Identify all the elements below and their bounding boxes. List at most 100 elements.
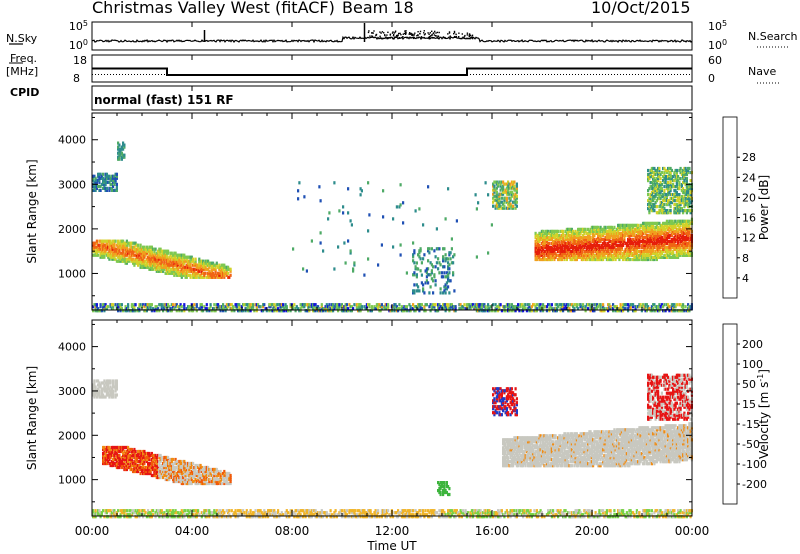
echo-pixel (145, 305, 148, 309)
echo-pixel (645, 235, 648, 239)
echo-pixel (569, 303, 572, 307)
echo-pixel (589, 307, 592, 311)
echo-pixel (208, 265, 211, 269)
echo-pixel (134, 257, 137, 261)
echo-pixel (135, 261, 138, 265)
echo-pixel (685, 181, 688, 185)
echo-pixel (645, 255, 648, 259)
echo-pixel (218, 263, 221, 267)
echo-pixel (187, 265, 190, 269)
echo-pixel (175, 271, 178, 275)
echo-pixel (502, 186, 505, 190)
echo-pixel (688, 307, 691, 311)
echo-pixel (628, 251, 631, 255)
nave-label: Nave (748, 65, 777, 78)
echo-pixel (647, 221, 650, 225)
echo-pixel (685, 309, 688, 313)
echo-pixel (659, 241, 662, 245)
echo-pixel (145, 265, 148, 269)
echo-pixel (554, 255, 557, 259)
echo-pixel (568, 237, 571, 241)
echo-pixel (672, 255, 675, 259)
echo-pixel (660, 201, 663, 205)
echo-pixel (572, 247, 575, 251)
echo-pixel (585, 303, 588, 307)
echo-pixel (619, 245, 622, 249)
echo-pixel (187, 273, 190, 277)
echo-pixel (679, 221, 682, 225)
echo-pixel (654, 187, 657, 191)
echo-pixel (229, 269, 232, 273)
echo-pixel (169, 253, 172, 257)
echo-pixel (685, 235, 688, 239)
echo-pixel (545, 257, 548, 262)
echo-pixel (188, 511, 191, 515)
echo-pixel (637, 255, 640, 259)
echo-pixel (159, 249, 162, 253)
echo-pixel (634, 241, 637, 245)
echo-pixel (633, 245, 636, 249)
echo-pixel (674, 185, 677, 189)
echo-pixel (118, 515, 121, 519)
echo-pixel (677, 253, 680, 257)
echo-pixel (188, 269, 191, 273)
echo-pixel (210, 273, 213, 277)
echo-pixel (150, 303, 153, 307)
echo-pixel (223, 263, 226, 267)
echo-pixel (660, 237, 663, 241)
echo-pixel (570, 237, 573, 241)
echo-pixel (673, 172, 676, 177)
echo-pixel (113, 511, 116, 515)
echo-pixel (679, 209, 682, 213)
echo-pixel (659, 305, 662, 309)
echo-pixel (337, 309, 340, 313)
echo-pixel (579, 227, 582, 231)
echo-pixel (299, 309, 302, 313)
echo-pixel (672, 237, 675, 241)
echo-pixel (617, 249, 620, 253)
echo-pixel (587, 307, 590, 311)
echo-pixel (157, 509, 160, 513)
echo-pixel (645, 309, 648, 313)
echo-pixel (442, 255, 445, 259)
echo-pixel (689, 307, 692, 311)
echo-pixel (639, 239, 642, 243)
echo-pixel (653, 205, 656, 209)
echo-pixel (659, 197, 662, 201)
echo-pixel (667, 249, 670, 253)
echo-pixel (509, 182, 512, 186)
echo-pixel (394, 305, 397, 309)
noise-search-dot (391, 37, 394, 39)
echo-pixel (574, 255, 577, 259)
echo-pixel (608, 253, 611, 257)
echo-pixel (128, 515, 131, 519)
echo-pixel (603, 229, 606, 233)
echo-pixel (673, 221, 676, 225)
echo-pixel (140, 305, 143, 309)
echo-pixel (278, 513, 281, 517)
echo-pixel (342, 305, 345, 309)
echo-pixel (522, 307, 525, 311)
echo-pixel (509, 190, 512, 194)
echo-pixel (649, 193, 652, 197)
echo-pixel (638, 241, 641, 245)
echo-pixel (679, 199, 682, 203)
echo-pixel (538, 255, 541, 259)
echo-pixel (594, 249, 597, 253)
echo-pixel (649, 243, 652, 247)
echo-pixel (244, 307, 247, 311)
echo-pixel (264, 307, 267, 311)
echo-pixel (577, 241, 580, 245)
echo-pixel (595, 229, 598, 233)
echo-pixel (632, 231, 635, 235)
echo-pixel (167, 271, 170, 275)
echo-pixel (185, 513, 188, 517)
echo-pixel (680, 221, 683, 225)
echo-pixel (342, 309, 345, 313)
echo-pixel (417, 303, 420, 307)
echo-pixel (203, 275, 206, 279)
echo-pixel (262, 309, 265, 313)
echo-pixel (280, 513, 283, 517)
echo-pixel (97, 509, 100, 513)
echo-pixel (118, 249, 121, 253)
